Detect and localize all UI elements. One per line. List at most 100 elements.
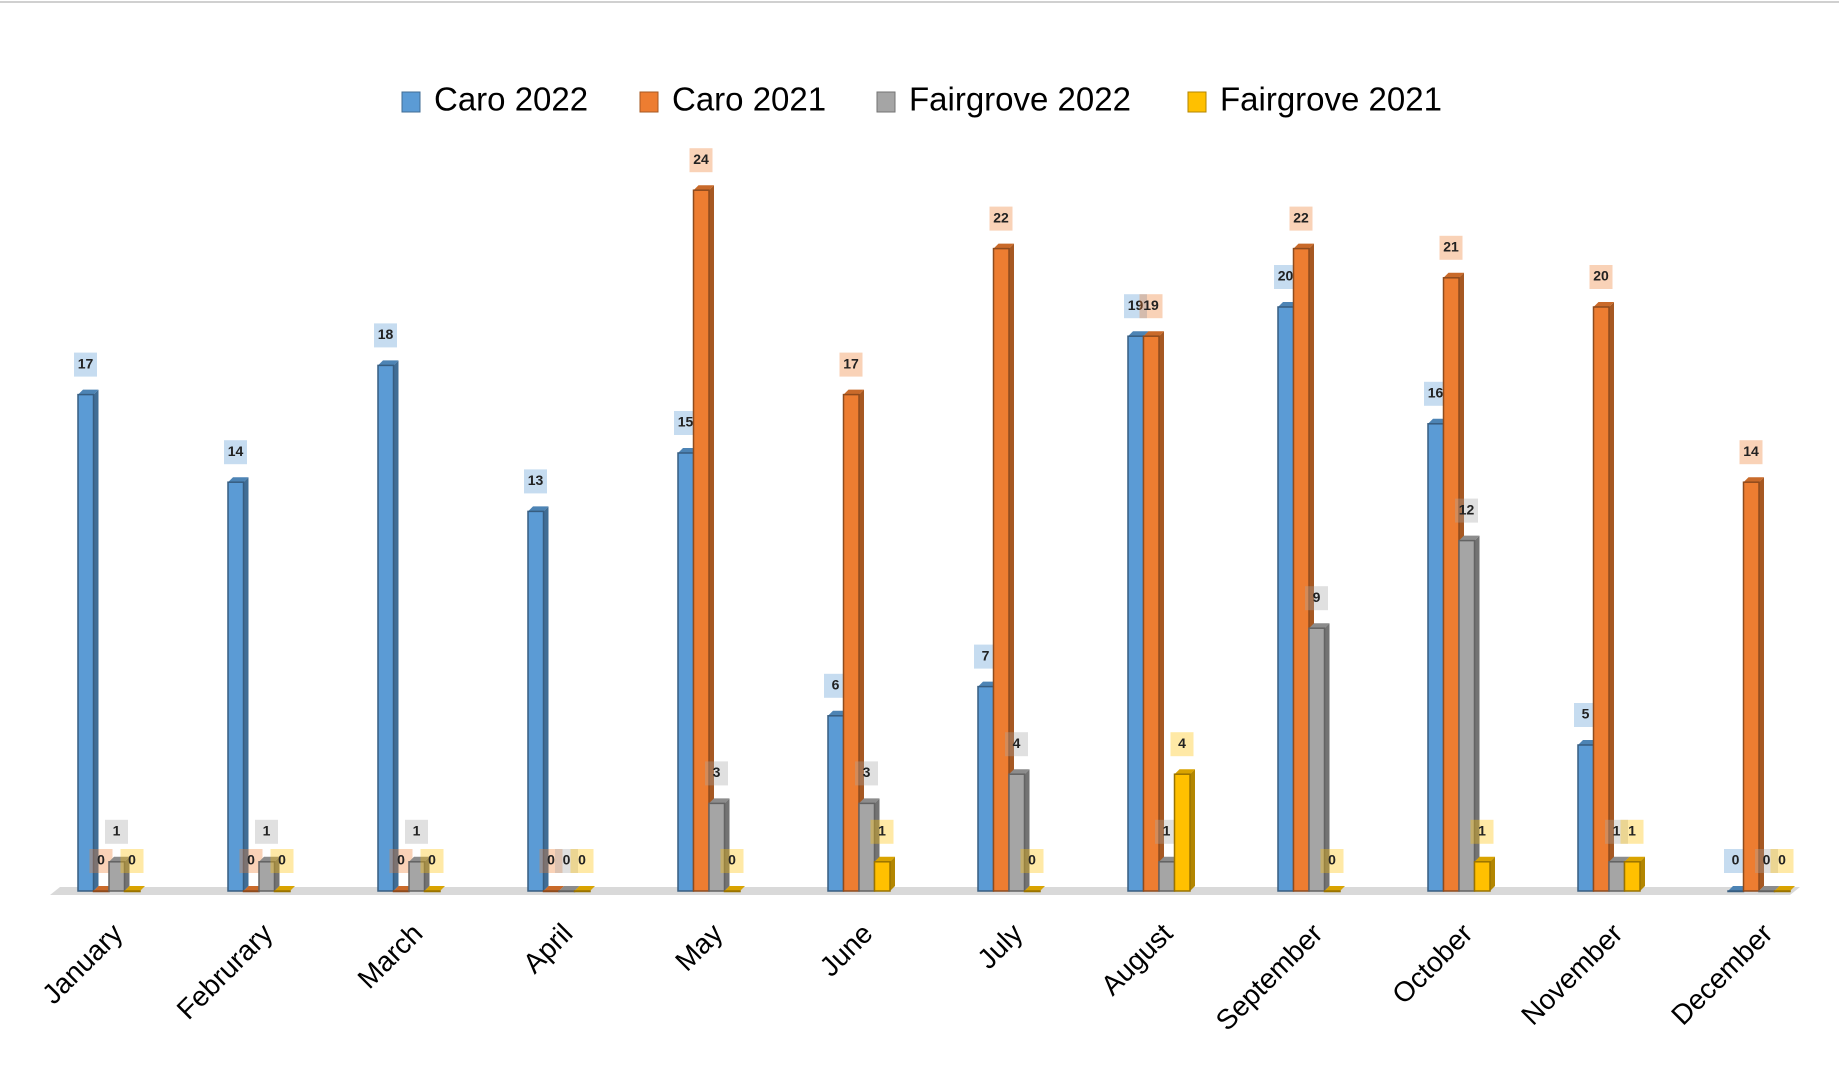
legend-swatch	[639, 91, 659, 113]
bar-group	[573, 886, 595, 893]
x-tick-label: August	[1095, 917, 1179, 1001]
bar	[677, 452, 695, 892]
bar-side	[1159, 331, 1164, 891]
data-label-box	[270, 849, 294, 873]
data-label: 3	[713, 764, 721, 780]
bar-top	[1609, 856, 1630, 862]
bar	[227, 481, 245, 892]
data-label-box	[405, 819, 428, 844]
data-label-box	[705, 761, 728, 786]
data-label: 14	[1743, 443, 1759, 459]
legend-swatch	[876, 91, 896, 113]
bar-top	[993, 243, 1014, 249]
data-label: 1	[263, 823, 271, 839]
bar-group	[842, 389, 864, 892]
data-label-box	[570, 849, 594, 873]
bar	[1473, 861, 1491, 892]
bar-side	[1490, 856, 1495, 891]
bar-top	[1309, 623, 1330, 629]
bar-group	[1023, 886, 1045, 893]
data-label-box	[689, 148, 713, 173]
bar-side	[724, 798, 730, 891]
bar-group	[1623, 856, 1645, 892]
data-label: 0	[428, 852, 436, 868]
data-label: 20	[1278, 268, 1294, 284]
bar-top	[424, 886, 445, 891]
x-tick-label: July	[971, 918, 1028, 975]
bar-group	[108, 856, 130, 892]
data-label: 3	[863, 764, 871, 780]
bar-top	[693, 185, 714, 191]
data-label: 1	[113, 823, 121, 839]
bar	[108, 861, 126, 892]
data-label-box	[974, 644, 997, 669]
data-label-box	[1289, 206, 1313, 231]
bar-side	[1474, 535, 1480, 891]
data-label-box	[120, 849, 144, 873]
bar-side	[124, 856, 130, 891]
bar-group	[423, 886, 445, 893]
bar-side	[859, 389, 864, 891]
bar-side	[1324, 623, 1330, 891]
data-label: 22	[1293, 209, 1309, 225]
bar	[992, 247, 1010, 892]
data-label-box	[1274, 265, 1297, 289]
data-label-box	[1155, 819, 1178, 844]
bar	[1173, 773, 1191, 892]
bar-top	[874, 856, 895, 862]
bar-top	[109, 856, 130, 862]
bar-side	[1759, 477, 1764, 891]
bar-top	[859, 798, 880, 804]
data-label-box	[1589, 265, 1613, 289]
bar-group	[1008, 769, 1030, 892]
data-label: 0	[1763, 852, 1771, 868]
bar	[1292, 247, 1310, 892]
bar-group	[1308, 623, 1330, 892]
bar	[1608, 861, 1626, 892]
floor	[50, 887, 1800, 895]
data-label-box	[420, 849, 444, 873]
data-label-box	[224, 440, 247, 465]
bar-side	[393, 360, 399, 891]
bar	[242, 890, 260, 893]
data-label-box	[89, 849, 113, 873]
bar-side	[890, 856, 895, 891]
data-label-box	[524, 469, 547, 494]
bar	[1458, 539, 1476, 892]
bar-side	[709, 185, 714, 891]
data-label: 1	[413, 823, 421, 839]
x-tick-label: March	[352, 918, 429, 995]
bar-top	[1593, 302, 1614, 307]
data-label-box	[1005, 732, 1028, 757]
bar-group	[1323, 886, 1345, 893]
bar-group	[692, 185, 714, 892]
data-label: 17	[78, 355, 94, 371]
bar-group	[708, 798, 730, 892]
bar	[558, 890, 576, 893]
bar-side	[1190, 769, 1195, 891]
bar-group	[408, 856, 430, 892]
bar	[692, 189, 710, 892]
bar	[1023, 890, 1041, 893]
bar	[377, 364, 395, 892]
bar	[123, 890, 141, 893]
x-tick-label: June	[814, 918, 879, 983]
data-label: 7	[982, 647, 990, 663]
data-label: 18	[378, 326, 394, 342]
bar	[1773, 890, 1791, 893]
bar-top	[228, 477, 249, 483]
bar-top	[843, 389, 864, 395]
legend-label: Fairgrove 2022	[909, 81, 1131, 118]
bar-side	[243, 477, 249, 891]
data-label: 9	[1313, 589, 1321, 605]
bar	[1577, 744, 1595, 892]
bar-side	[93, 389, 99, 891]
bar-group	[273, 886, 295, 893]
data-label-box	[1020, 849, 1044, 873]
bar-group	[1173, 769, 1195, 892]
bar-top	[1324, 886, 1345, 891]
bar-group	[723, 886, 745, 893]
data-label: 0	[97, 852, 105, 868]
data-label-box	[674, 411, 697, 435]
